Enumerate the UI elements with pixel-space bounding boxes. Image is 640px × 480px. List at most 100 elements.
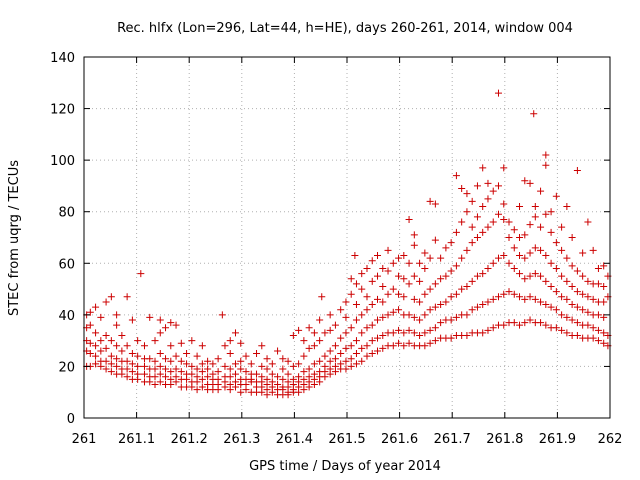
data-point [352,280,360,288]
data-point [500,252,508,260]
data-point [337,306,345,314]
data-point [479,301,487,309]
data-point [542,277,550,285]
data-point [363,306,371,314]
data-point [258,362,266,370]
data-point [151,365,159,373]
data-point [452,172,460,180]
y-tick-label: 100 [50,154,75,169]
data-point [489,324,497,332]
data-point [416,316,424,324]
data-point [442,244,450,252]
data-point [484,179,492,187]
data-point [426,197,434,205]
data-point [589,246,597,254]
data-point [379,264,387,272]
data-point [563,313,571,321]
data-point [218,311,226,319]
data-point [494,293,502,301]
data-point [300,352,308,360]
data-point [92,329,100,337]
data-point [416,298,424,306]
data-point [537,187,545,195]
data-point [342,365,350,373]
data-point [405,259,413,267]
data-point [537,272,545,280]
y-tick-label: 80 [58,206,75,221]
data-point [347,275,355,283]
data-point [584,321,592,329]
data-point [193,386,201,394]
data-point [563,277,571,285]
data-point [113,321,121,329]
data-point [573,303,581,311]
data-point [516,203,524,211]
data-point [552,306,560,314]
data-point [342,357,350,365]
data-point [389,285,397,293]
data-point [395,326,403,334]
data-point [156,370,164,378]
data-point [437,319,445,327]
data-point [300,368,308,376]
data-point [305,365,313,373]
data-point [573,319,581,327]
data-point [594,264,602,272]
data-point [510,290,518,298]
data-point [226,350,234,358]
x-tick-label: 262 [598,432,623,447]
data-point [172,373,180,381]
data-point [102,344,110,352]
data-point [431,324,439,332]
data-point [563,295,571,303]
data-point [600,298,608,306]
data-point [547,303,555,311]
data-point [352,350,360,358]
data-point [137,270,145,278]
data-point [600,262,608,270]
data-point [431,236,439,244]
data-point [568,282,576,290]
data-point [463,208,471,216]
x-tick-label: 261.5 [328,432,365,447]
data-point [447,267,455,275]
data-point [473,182,481,190]
data-point [363,264,371,272]
x-tick-label: 261.4 [276,432,313,447]
data-point [584,293,592,301]
data-point [300,337,308,345]
data-point [410,231,418,239]
data-point [484,264,492,272]
data-point [97,347,105,355]
data-point [468,197,476,205]
data-point [352,301,360,309]
data-point [146,355,154,363]
data-point [237,357,245,365]
data-point [589,295,597,303]
data-point [416,259,424,267]
data-point [162,365,170,373]
data-point [183,350,191,358]
data-point [193,352,201,360]
data-point [237,388,245,396]
data-point [421,342,429,350]
data-point [479,329,487,337]
data-point [113,311,121,319]
data-point [426,285,434,293]
data-point [342,313,350,321]
y-tick-label: 20 [58,360,75,375]
data-point [494,254,502,262]
data-point [416,331,424,339]
data-point [289,331,297,339]
data-point [274,380,282,388]
data-point [463,311,471,319]
data-point [452,262,460,270]
data-point [494,89,502,97]
data-point [389,308,397,316]
data-point [521,319,529,327]
data-point [134,370,142,378]
data-point [530,110,538,118]
data-point [384,267,392,275]
data-point [547,228,555,236]
data-point [405,326,413,334]
